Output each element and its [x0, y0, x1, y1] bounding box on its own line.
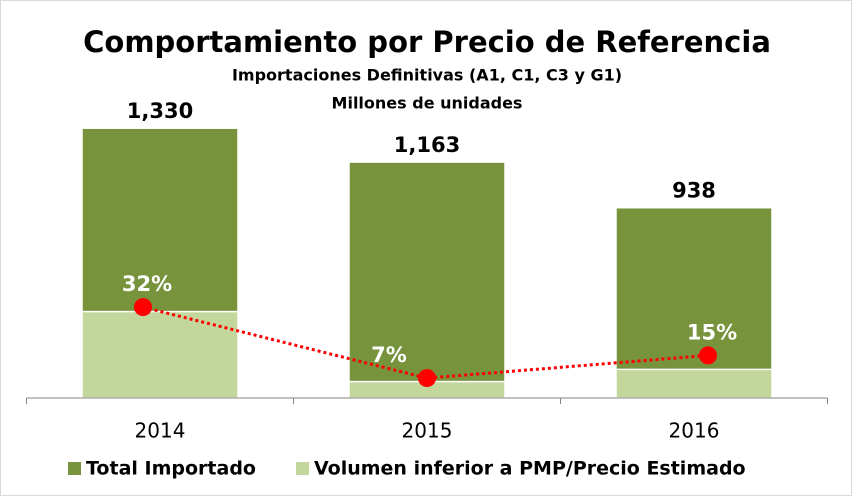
y-axis-label: Millones de unidades: [332, 94, 523, 113]
x-tick-label: 2015: [402, 419, 453, 443]
legend-label: Total Importado: [86, 458, 256, 480]
data-label: 32%: [122, 272, 172, 296]
data-label: 1,330: [127, 99, 193, 123]
point: [134, 298, 152, 317]
point: [699, 346, 717, 365]
legend-swatch: [68, 462, 81, 475]
bar: [615, 368, 773, 399]
data-label: 7%: [371, 343, 407, 367]
data-label: 1,163: [394, 133, 460, 157]
bar: [81, 310, 239, 399]
chart-title: Comportamiento por Precio de Referencia: [83, 25, 771, 59]
line: [142, 305, 709, 380]
x-tick-label: 2016: [669, 419, 720, 443]
x-tick-label: 2014: [135, 419, 186, 443]
legend-label: Volumen inferior a PMP/Precio Estimado: [314, 458, 746, 480]
data-label: 15%: [687, 320, 737, 344]
legend-swatch: [295, 462, 309, 475]
bar: [615, 206, 773, 399]
chart-subtitle: Importaciones Definitivas (A1, C1, C3 y …: [232, 66, 622, 85]
point: [418, 369, 436, 388]
bar: [348, 161, 506, 399]
data-label: 938: [672, 179, 716, 203]
